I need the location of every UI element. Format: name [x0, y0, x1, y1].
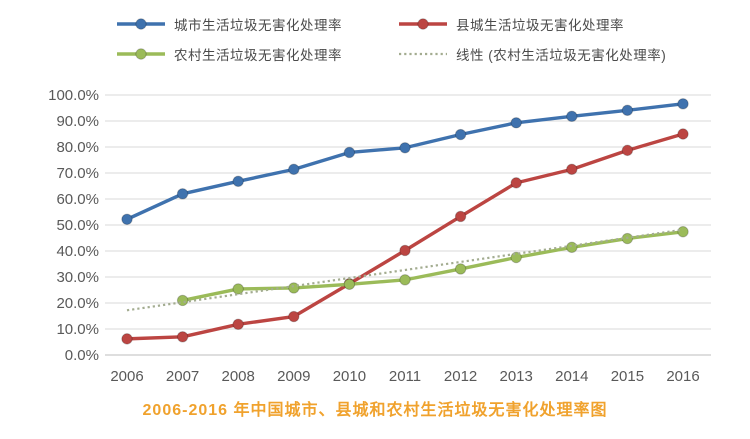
- legend-marker-icon: [399, 52, 447, 56]
- y-tick-label: 70.0%: [56, 165, 99, 182]
- data-point: [566, 163, 578, 176]
- y-tick-label: 50.0%: [56, 217, 99, 234]
- x-tick-label: 2013: [500, 368, 533, 385]
- x-tick-label: 2015: [611, 368, 644, 385]
- data-point: [343, 278, 356, 290]
- data-point: [454, 263, 467, 275]
- data-point: [510, 117, 522, 129]
- y-tick-label: 60.0%: [56, 191, 99, 208]
- series-line-3: [126, 228, 684, 312]
- data-point: [343, 146, 356, 159]
- data-point: [232, 283, 244, 295]
- data-point: [510, 177, 522, 189]
- x-tick-label: 2014: [555, 368, 588, 385]
- data-point: [232, 318, 244, 331]
- y-tick-label: 20.0%: [56, 295, 99, 312]
- data-point: [454, 128, 467, 141]
- x-tick-label: 2008: [222, 368, 255, 385]
- y-tick-label: 0.0%: [65, 347, 99, 364]
- x-tick-label: 2012: [444, 368, 477, 385]
- x-tick-label: 2006: [110, 368, 143, 385]
- x-tick-label: 2016: [666, 368, 699, 385]
- x-tick-label: 2009: [277, 368, 310, 385]
- data-point: [399, 244, 411, 257]
- y-tick-label: 30.0%: [56, 269, 99, 286]
- x-tick-label: 2007: [166, 368, 199, 385]
- legend-item-3: 线性 (农村生活垃圾无害化处理率): [398, 44, 666, 64]
- data-point: [454, 210, 467, 223]
- legend-marker-icon: [399, 18, 447, 30]
- chart-legend: 城市生活垃圾无害化处理率 县城生活垃圾无害化处理率农村生活垃圾无害化处理率 线性 (…: [116, 14, 666, 64]
- legend-item-0: 城市生活垃圾无害化处理率: [116, 14, 398, 34]
- data-point: [288, 282, 300, 294]
- data-point: [677, 226, 689, 238]
- data-point: [399, 274, 411, 286]
- data-point: [176, 331, 189, 343]
- data-point: [399, 142, 411, 154]
- series-line-2: [180, 230, 685, 303]
- legend-label: 农村生活垃圾无害化处理率: [174, 48, 342, 63]
- data-point: [121, 213, 133, 225]
- legend-item-1: 县城生活垃圾无害化处理率: [398, 14, 666, 34]
- data-point: [621, 144, 634, 157]
- series-line-1: [125, 132, 685, 341]
- y-tick-label: 10.0%: [56, 321, 99, 338]
- chart-title: 2006-2016 年中国城市、县城和农村生活垃圾无害化处理率图: [142, 402, 608, 419]
- y-tick-label: 100.0%: [48, 87, 99, 104]
- data-point: [621, 104, 634, 117]
- data-point: [566, 110, 578, 123]
- data-point: [232, 175, 244, 188]
- data-point: [677, 98, 689, 110]
- legend-marker-icon: [117, 48, 165, 60]
- data-point: [176, 294, 189, 307]
- x-tick-label: 2010: [333, 368, 366, 385]
- legend-marker-icon: [117, 18, 165, 30]
- legend-item-2: 农村生活垃圾无害化处理率: [116, 44, 398, 64]
- data-point: [176, 188, 189, 200]
- legend-label: 线性 (农村生活垃圾无害化处理率): [456, 48, 667, 63]
- legend-label: 城市生活垃圾无害化处理率: [174, 18, 342, 33]
- data-point: [288, 310, 300, 323]
- legend-label: 县城生活垃圾无害化处理率: [456, 18, 624, 33]
- y-tick-label: 80.0%: [56, 139, 99, 156]
- y-tick-label: 90.0%: [56, 113, 99, 130]
- data-point: [566, 241, 578, 254]
- data-point: [121, 333, 133, 345]
- data-point: [288, 163, 300, 176]
- y-tick-label: 40.0%: [56, 243, 99, 260]
- x-tick-label: 2011: [389, 368, 421, 385]
- data-point: [677, 128, 689, 140]
